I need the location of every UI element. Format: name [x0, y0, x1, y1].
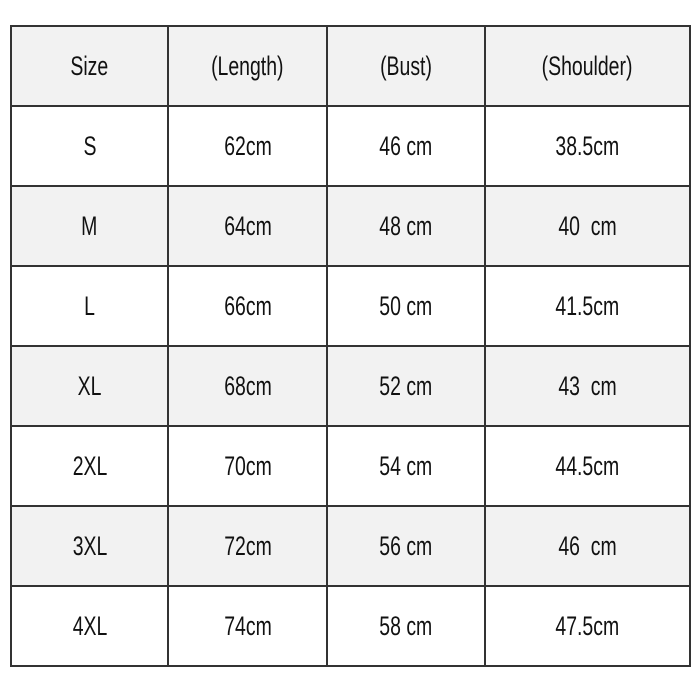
table-row: 3XL 72cm 56 cm 46 cm: [9, 505, 692, 587]
cell-text: 47.5cm: [555, 610, 620, 641]
table-row: M 64cm 48 cm 40 cm: [9, 185, 692, 267]
table-cell: 64cm: [167, 185, 328, 267]
table-cell: 66cm: [167, 265, 328, 347]
table-cell: 52 cm: [325, 345, 486, 427]
table-cell: 74cm: [167, 585, 328, 667]
table-cell: 4XL: [9, 585, 170, 667]
cell-text: 68cm: [223, 370, 272, 401]
cell-text: 54 cm: [379, 450, 433, 481]
table-cell: 41.5cm: [483, 265, 692, 347]
cell-text: (Bust): [380, 50, 432, 81]
table-row: 2XL 70cm 54 cm 44.5cm: [9, 425, 692, 507]
cell-text: M: [81, 210, 98, 241]
table-row: XL 68cm 52 cm 43 cm: [9, 345, 692, 427]
table-cell: 3XL: [9, 505, 170, 587]
cell-text: 58 cm: [379, 610, 433, 641]
table-cell: 44.5cm: [483, 425, 692, 507]
table-cell: (Bust): [325, 25, 486, 107]
cell-text: 40 cm: [558, 210, 617, 241]
table-cell: 40 cm: [483, 185, 692, 267]
size-chart-table: Size (Length) (Bust) (Shoulder) S 62cm 46 cm 38…: [9, 25, 692, 667]
cell-text: 48 cm: [379, 210, 433, 241]
table-cell: 72cm: [167, 505, 328, 587]
table-cell: 48 cm: [325, 185, 486, 267]
cell-text: Size: [70, 50, 109, 81]
cell-text: 52 cm: [379, 370, 433, 401]
cell-text: 44.5cm: [555, 450, 620, 481]
cell-text: (Shoulder): [542, 50, 633, 81]
table-cell: 62cm: [167, 105, 328, 187]
table-cell: 43 cm: [483, 345, 692, 427]
table-cell: 56 cm: [325, 505, 486, 587]
table-cell: 2XL: [9, 425, 170, 507]
cell-text: 64cm: [223, 210, 272, 241]
cell-text: L: [84, 290, 96, 321]
cell-text: 70cm: [223, 450, 272, 481]
cell-text: 56 cm: [379, 530, 433, 561]
cell-text: 3XL: [72, 530, 107, 561]
table-cell: 54 cm: [325, 425, 486, 507]
cell-text: 74cm: [223, 610, 272, 641]
cell-text: 38.5cm: [555, 130, 620, 161]
cell-text: XL: [77, 370, 102, 401]
table-cell: 50 cm: [325, 265, 486, 347]
table-cell: 68cm: [167, 345, 328, 427]
cell-text: 2XL: [72, 450, 107, 481]
table-cell: (Length): [167, 25, 328, 107]
table-row: 4XL 74cm 58 cm 47.5cm: [9, 585, 692, 667]
table-cell: 46 cm: [325, 105, 486, 187]
table-cell: Size: [9, 25, 170, 107]
cell-text: 46 cm: [379, 130, 433, 161]
cell-text: 43 cm: [558, 370, 617, 401]
header-row: Size (Length) (Bust) (Shoulder): [9, 25, 692, 107]
table-cell: 70cm: [167, 425, 328, 507]
cell-text: (Length): [211, 50, 284, 81]
cell-text: 41.5cm: [555, 290, 620, 321]
table-cell: 38.5cm: [483, 105, 692, 187]
table-cell: S: [9, 105, 170, 187]
cell-text: 4XL: [72, 610, 107, 641]
table-cell: (Shoulder): [483, 25, 692, 107]
table-row: S 62cm 46 cm 38.5cm: [9, 105, 692, 187]
table-cell: M: [9, 185, 170, 267]
cell-text: 62cm: [223, 130, 272, 161]
table-cell: L: [9, 265, 170, 347]
cell-text: 50 cm: [379, 290, 433, 321]
cell-text: 72cm: [223, 530, 272, 561]
table-cell: 58 cm: [325, 585, 486, 667]
table-cell: XL: [9, 345, 170, 427]
table-cell: 47.5cm: [483, 585, 692, 667]
table-row: L 66cm 50 cm 41.5cm: [9, 265, 692, 347]
cell-text: S: [83, 130, 97, 161]
table-cell: 46 cm: [483, 505, 692, 587]
cell-text: 66cm: [223, 290, 272, 321]
cell-text: 46 cm: [558, 530, 617, 561]
